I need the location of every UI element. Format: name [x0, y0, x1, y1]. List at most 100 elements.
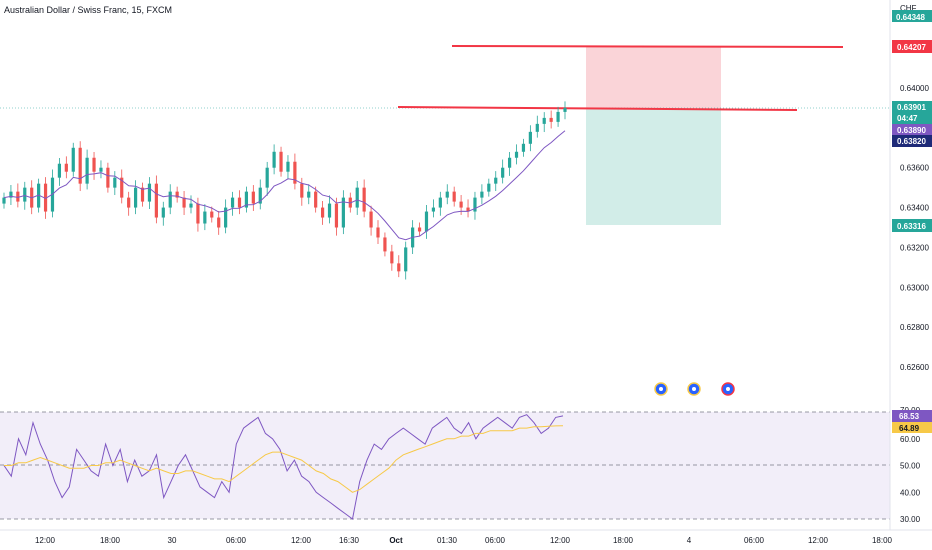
candle-body[interactable] — [85, 157, 89, 184]
candle-body[interactable] — [16, 191, 20, 202]
rsi-value-badge — [892, 410, 932, 422]
candle-body[interactable] — [314, 191, 318, 208]
candle-body[interactable] — [501, 167, 505, 178]
candle-body[interactable] — [127, 197, 131, 208]
candle-body[interactable] — [265, 167, 269, 188]
stop-loss-zone[interactable] — [586, 47, 721, 109]
candle-body[interactable] — [300, 183, 304, 198]
candle-body[interactable] — [140, 187, 145, 202]
candle-body[interactable] — [154, 183, 158, 218]
candle-body[interactable] — [383, 237, 387, 252]
candle-body[interactable] — [133, 187, 138, 208]
candle-body[interactable] — [480, 191, 484, 198]
candle-body[interactable] — [78, 147, 82, 184]
rsi-band — [0, 412, 890, 519]
candle-body[interactable] — [417, 227, 422, 232]
stop-level-line[interactable] — [451, 45, 844, 48]
candle-body[interactable] — [528, 131, 532, 144]
candle-body[interactable] — [327, 203, 332, 218]
candle-body[interactable] — [279, 151, 283, 172]
entry-level-line[interactable] — [397, 106, 798, 111]
target-price-badge[interactable] — [892, 219, 932, 232]
candle-body[interactable] — [556, 111, 560, 122]
candle-body[interactable] — [175, 191, 179, 198]
candle-body[interactable] — [272, 151, 276, 168]
symbol-title[interactable]: Australian Dollar / Swiss Franc, 15, FXC… — [4, 5, 173, 15]
candle-body[interactable] — [258, 187, 262, 204]
candle-body[interactable] — [390, 251, 394, 264]
candle-body[interactable] — [369, 211, 373, 228]
candle-body[interactable] — [563, 107, 567, 112]
candle-body[interactable] — [147, 183, 152, 202]
candle-body[interactable] — [120, 177, 124, 198]
candle-body[interactable] — [293, 161, 297, 184]
candle-body[interactable] — [237, 197, 242, 208]
candle-body[interactable] — [424, 211, 429, 232]
candle-body[interactable] — [473, 197, 477, 212]
price-tick-label: 0.63600 — [900, 164, 929, 173]
candle-body[interactable] — [210, 211, 214, 218]
candle-body[interactable] — [535, 123, 539, 132]
candle-body[interactable] — [376, 227, 380, 238]
candle-body[interactable] — [431, 207, 436, 212]
candle-body[interactable] — [341, 197, 345, 228]
candle-body[interactable] — [514, 151, 519, 158]
candle-body[interactable] — [203, 211, 207, 224]
candle-body[interactable] — [196, 203, 200, 224]
candle-body[interactable] — [113, 177, 117, 188]
candle-body[interactable] — [99, 167, 103, 172]
price-pane[interactable] — [0, 0, 890, 405]
candle-body[interactable] — [542, 117, 546, 124]
candle-body[interactable] — [9, 191, 13, 198]
candle-body[interactable] — [438, 197, 442, 208]
candle-body[interactable] — [404, 247, 408, 272]
candle-body[interactable] — [487, 183, 491, 192]
candle-body[interactable] — [182, 197, 186, 208]
time-tick-label: 06:00 — [744, 536, 765, 545]
candle-body[interactable] — [334, 203, 339, 228]
time-tick-label: 4 — [687, 536, 692, 545]
candle-body[interactable] — [452, 191, 456, 202]
candle-body[interactable] — [2, 197, 6, 204]
candle-body[interactable] — [251, 191, 255, 204]
candle-body[interactable] — [466, 207, 470, 212]
candle-body[interactable] — [168, 191, 172, 208]
candle-body[interactable] — [459, 201, 463, 208]
candle-body[interactable] — [230, 197, 235, 208]
candle-body[interactable] — [57, 163, 62, 178]
candle-body[interactable] — [106, 167, 110, 188]
time-tick-label: 12:00 — [291, 536, 312, 545]
candle-body[interactable] — [189, 203, 193, 208]
currency-label: CHF — [900, 4, 917, 13]
time-tick-label: 18:00 — [872, 536, 893, 545]
candle-body[interactable] — [362, 187, 366, 212]
candle-body[interactable] — [71, 147, 75, 172]
economic-event-icon[interactable] — [721, 382, 735, 396]
candle-body[interactable] — [549, 117, 553, 122]
candle-body[interactable] — [92, 157, 96, 172]
candle-body[interactable] — [494, 177, 498, 184]
stop-price-badge[interactable] — [892, 40, 932, 53]
candle-body[interactable] — [224, 207, 228, 228]
economic-event-icon[interactable] — [687, 382, 701, 396]
candle-body[interactable] — [521, 143, 526, 152]
candle-body[interactable] — [244, 191, 249, 208]
candle-body[interactable] — [307, 191, 311, 198]
take-profit-zone[interactable] — [586, 109, 721, 225]
last-price-badge[interactable] — [892, 101, 932, 124]
ma-value: 0.63890 — [897, 126, 926, 135]
candle-body[interactable] — [64, 163, 68, 172]
candle-body[interactable] — [445, 191, 449, 198]
candle-body[interactable] — [43, 183, 48, 212]
candle-body[interactable] — [507, 157, 512, 168]
economic-event-icon[interactable] — [654, 382, 668, 396]
candle-body[interactable] — [320, 207, 325, 218]
candle-body[interactable] — [397, 263, 401, 272]
candle-body[interactable] — [355, 187, 359, 208]
time-tick-label: 06:00 — [226, 536, 247, 545]
candle-body[interactable] — [286, 161, 290, 172]
candle-body[interactable] — [217, 217, 221, 228]
candle-body[interactable] — [23, 187, 27, 202]
candle-body[interactable] — [161, 207, 165, 218]
